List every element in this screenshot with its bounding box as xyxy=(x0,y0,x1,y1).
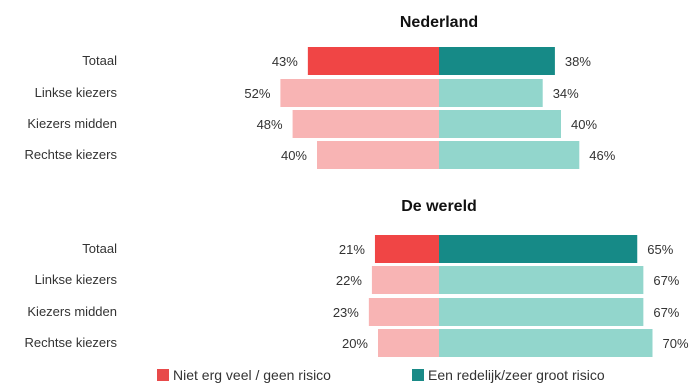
value-label-low-risk: 40% xyxy=(281,148,307,163)
category-label: Rechtse kiezers xyxy=(25,335,118,350)
category-label: Totaal xyxy=(82,241,117,256)
value-label-low-risk: 52% xyxy=(244,86,270,101)
value-label-high-risk: 67% xyxy=(653,305,679,320)
bar-high-risk xyxy=(439,141,580,169)
bar-low-risk xyxy=(368,298,439,326)
legend-label-high-risk: Een redelijk/zeer groot risico xyxy=(428,367,605,383)
value-label-high-risk: 67% xyxy=(653,273,679,288)
category-label: Kiezers midden xyxy=(27,116,117,131)
bar-low-risk xyxy=(374,235,439,263)
value-label-high-risk: 46% xyxy=(589,148,615,163)
category-label: Linkse kiezers xyxy=(35,272,118,287)
panel-title: De wereld xyxy=(401,198,477,215)
value-label-low-risk: 43% xyxy=(272,54,298,69)
value-label-low-risk: 20% xyxy=(342,336,368,351)
bar-low-risk xyxy=(307,47,439,75)
value-label-high-risk: 70% xyxy=(663,336,689,351)
value-label-low-risk: 48% xyxy=(257,117,283,132)
value-label-low-risk: 23% xyxy=(333,305,359,320)
bar-high-risk xyxy=(439,298,644,326)
legend-swatch-high-risk xyxy=(412,369,424,381)
bar-high-risk xyxy=(439,47,555,75)
bar-high-risk xyxy=(439,266,644,294)
bar-low-risk xyxy=(280,79,439,107)
category-label: Kiezers midden xyxy=(27,304,117,319)
bar-high-risk xyxy=(439,79,543,107)
value-label-low-risk: 22% xyxy=(336,273,362,288)
bar-high-risk xyxy=(439,235,638,263)
value-label-high-risk: 34% xyxy=(553,86,579,101)
chart-panels: Nederland Totaal 43% 38% Linkse kiezers 52% 34… xyxy=(25,14,689,357)
value-label-low-risk: 21% xyxy=(339,242,365,257)
legend-swatch-low-risk xyxy=(157,369,169,381)
legend: Niet erg veel / geen risico Een redelijk… xyxy=(157,367,605,383)
category-label: Linkse kiezers xyxy=(35,85,118,100)
bar-low-risk xyxy=(317,141,439,169)
value-label-high-risk: 38% xyxy=(565,54,591,69)
value-label-high-risk: 40% xyxy=(571,117,597,132)
bar-low-risk xyxy=(371,266,439,294)
bar-low-risk xyxy=(378,329,439,357)
bar-low-risk xyxy=(292,110,439,138)
bar-high-risk xyxy=(439,110,561,138)
bar-high-risk xyxy=(439,329,653,357)
category-label: Totaal xyxy=(82,53,117,68)
legend-label-low-risk: Niet erg veel / geen risico xyxy=(173,367,331,383)
value-label-high-risk: 65% xyxy=(647,242,673,257)
category-label: Rechtse kiezers xyxy=(25,147,118,162)
panel-title: Nederland xyxy=(400,14,478,31)
